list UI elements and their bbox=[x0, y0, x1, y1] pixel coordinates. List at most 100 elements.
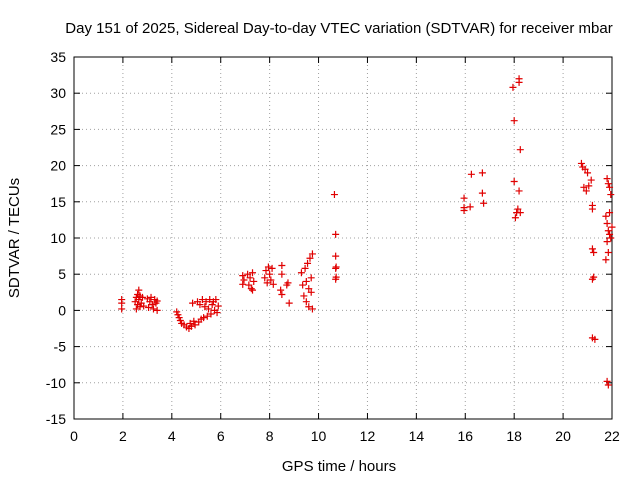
data-point bbox=[206, 296, 214, 304]
data-point bbox=[590, 248, 598, 256]
data-point bbox=[516, 209, 524, 217]
data-point bbox=[602, 212, 610, 220]
data-point bbox=[301, 264, 309, 272]
x-axis-label: GPS time / hours bbox=[282, 458, 396, 475]
data-point bbox=[606, 209, 614, 217]
y-tick-label: 30 bbox=[50, 85, 66, 101]
x-tick-label: 16 bbox=[457, 428, 473, 444]
data-point bbox=[603, 377, 611, 385]
data-point bbox=[577, 159, 585, 167]
data-point bbox=[190, 317, 198, 325]
data-point bbox=[153, 306, 161, 314]
data-point bbox=[135, 286, 143, 294]
data-point bbox=[332, 275, 340, 283]
data-point bbox=[478, 169, 486, 177]
data-point bbox=[213, 309, 221, 317]
data-point bbox=[149, 305, 157, 313]
y-tick-label: -15 bbox=[46, 411, 66, 427]
data-point bbox=[305, 303, 313, 311]
data-point bbox=[606, 230, 614, 238]
y-tick-label: 20 bbox=[50, 158, 66, 174]
data-point bbox=[212, 296, 220, 304]
y-tick-label: -10 bbox=[46, 375, 66, 391]
data-point bbox=[249, 286, 257, 294]
y-tick-label: 35 bbox=[50, 49, 66, 65]
data-point bbox=[305, 285, 313, 293]
data-point bbox=[261, 274, 269, 282]
y-tick-label: 15 bbox=[50, 194, 66, 210]
data-point bbox=[299, 281, 307, 289]
data-point bbox=[607, 234, 615, 242]
data-point bbox=[277, 286, 285, 294]
data-point bbox=[307, 288, 315, 296]
data-point bbox=[268, 264, 276, 272]
data-point bbox=[515, 78, 523, 86]
data-point bbox=[285, 299, 293, 307]
data-point bbox=[278, 262, 286, 270]
data-point bbox=[509, 83, 517, 91]
data-points bbox=[118, 75, 616, 389]
data-point bbox=[332, 252, 340, 260]
data-point bbox=[244, 270, 252, 278]
data-point bbox=[588, 275, 596, 283]
data-point bbox=[514, 205, 522, 213]
x-tick-label: 8 bbox=[266, 428, 274, 444]
y-axis: -15 -10 -5 0 5 10 15 20 25 30 35 bbox=[46, 49, 612, 427]
data-point bbox=[588, 245, 596, 253]
data-point bbox=[278, 290, 286, 298]
chart-title: Day 151 of 2025, Sidereal Day-to-day VTE… bbox=[65, 20, 612, 37]
data-point bbox=[460, 194, 468, 202]
data-point bbox=[603, 175, 611, 183]
data-point bbox=[604, 180, 612, 188]
data-point bbox=[478, 189, 486, 197]
data-point bbox=[196, 301, 204, 309]
data-point bbox=[516, 146, 524, 154]
data-point bbox=[604, 381, 612, 389]
data-point bbox=[607, 191, 615, 199]
data-point bbox=[191, 321, 199, 329]
data-point bbox=[136, 303, 144, 311]
data-point bbox=[581, 165, 589, 173]
data-point bbox=[591, 335, 599, 343]
data-point bbox=[302, 277, 310, 285]
data-point bbox=[205, 305, 212, 313]
data-point bbox=[515, 187, 523, 195]
data-point bbox=[587, 176, 595, 184]
x-tick-label: 22 bbox=[604, 428, 620, 444]
data-point bbox=[580, 183, 588, 191]
y-tick-label: 10 bbox=[50, 230, 66, 246]
data-point bbox=[297, 269, 305, 277]
data-point bbox=[585, 182, 593, 190]
data-point bbox=[247, 285, 255, 293]
data-point bbox=[266, 270, 274, 278]
x-axis: 0 2 4 6 8 10 12 14 16 18 20 22 bbox=[70, 57, 620, 444]
data-point bbox=[239, 280, 247, 288]
data-point bbox=[308, 305, 316, 313]
grid bbox=[74, 57, 612, 419]
data-point bbox=[267, 276, 275, 284]
data-point bbox=[510, 178, 518, 186]
x-tick-label: 4 bbox=[168, 428, 176, 444]
y-tick-label: -5 bbox=[54, 339, 67, 355]
data-point bbox=[148, 301, 156, 309]
data-point bbox=[239, 272, 247, 280]
data-point bbox=[302, 298, 310, 306]
x-tick-label: 12 bbox=[360, 428, 376, 444]
x-tick-label: 6 bbox=[217, 428, 225, 444]
data-point bbox=[240, 276, 248, 284]
data-point bbox=[189, 299, 197, 307]
data-point bbox=[118, 305, 126, 313]
data-point bbox=[608, 223, 616, 231]
data-point bbox=[269, 280, 277, 288]
data-point bbox=[511, 214, 519, 222]
data-point bbox=[606, 183, 614, 191]
data-point bbox=[135, 296, 143, 304]
data-point bbox=[300, 292, 308, 300]
data-point bbox=[584, 169, 592, 177]
data-point bbox=[203, 312, 211, 320]
data-point bbox=[214, 302, 222, 310]
data-point bbox=[187, 322, 195, 330]
data-point bbox=[307, 274, 315, 282]
data-point bbox=[603, 220, 611, 228]
data-point bbox=[263, 279, 271, 287]
